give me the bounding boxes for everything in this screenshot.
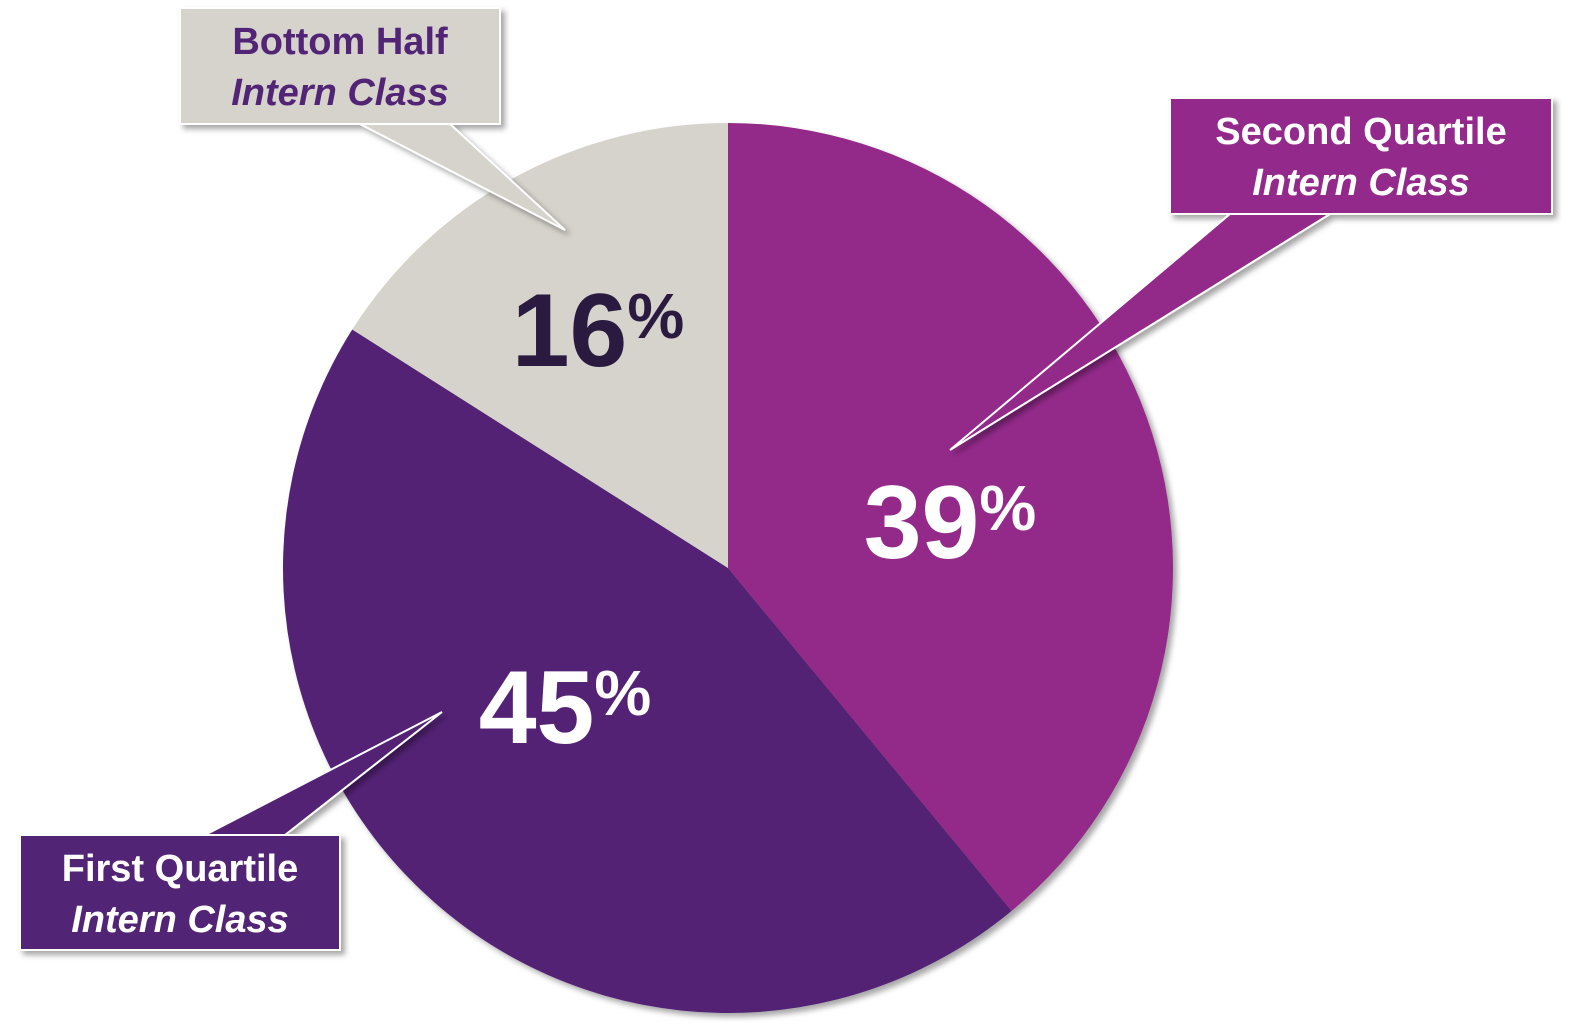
- callout-cover: [21, 836, 339, 949]
- callout-cover: [1171, 99, 1551, 213]
- pie-slice: [282, 329, 1012, 1014]
- pie-slice: [352, 123, 728, 568]
- pie-slice: [728, 123, 1173, 911]
- category-sublabel: Intern Class: [1252, 162, 1470, 204]
- value-label: 45%: [479, 650, 652, 766]
- pie: [282, 123, 1173, 1014]
- category-label: First Quartile: [62, 848, 299, 890]
- value-label: 39%: [864, 465, 1037, 581]
- value-label: 16%: [512, 273, 685, 389]
- category-sublabel: Intern Class: [71, 899, 289, 941]
- category-label: Bottom Half: [232, 21, 448, 63]
- category-sublabel: Intern Class: [231, 72, 449, 114]
- category-label: Second Quartile: [1215, 111, 1506, 153]
- callout-cover: [181, 9, 499, 123]
- labels: Second Quartile Intern Class 39% First Quar…: [19, 7, 1553, 951]
